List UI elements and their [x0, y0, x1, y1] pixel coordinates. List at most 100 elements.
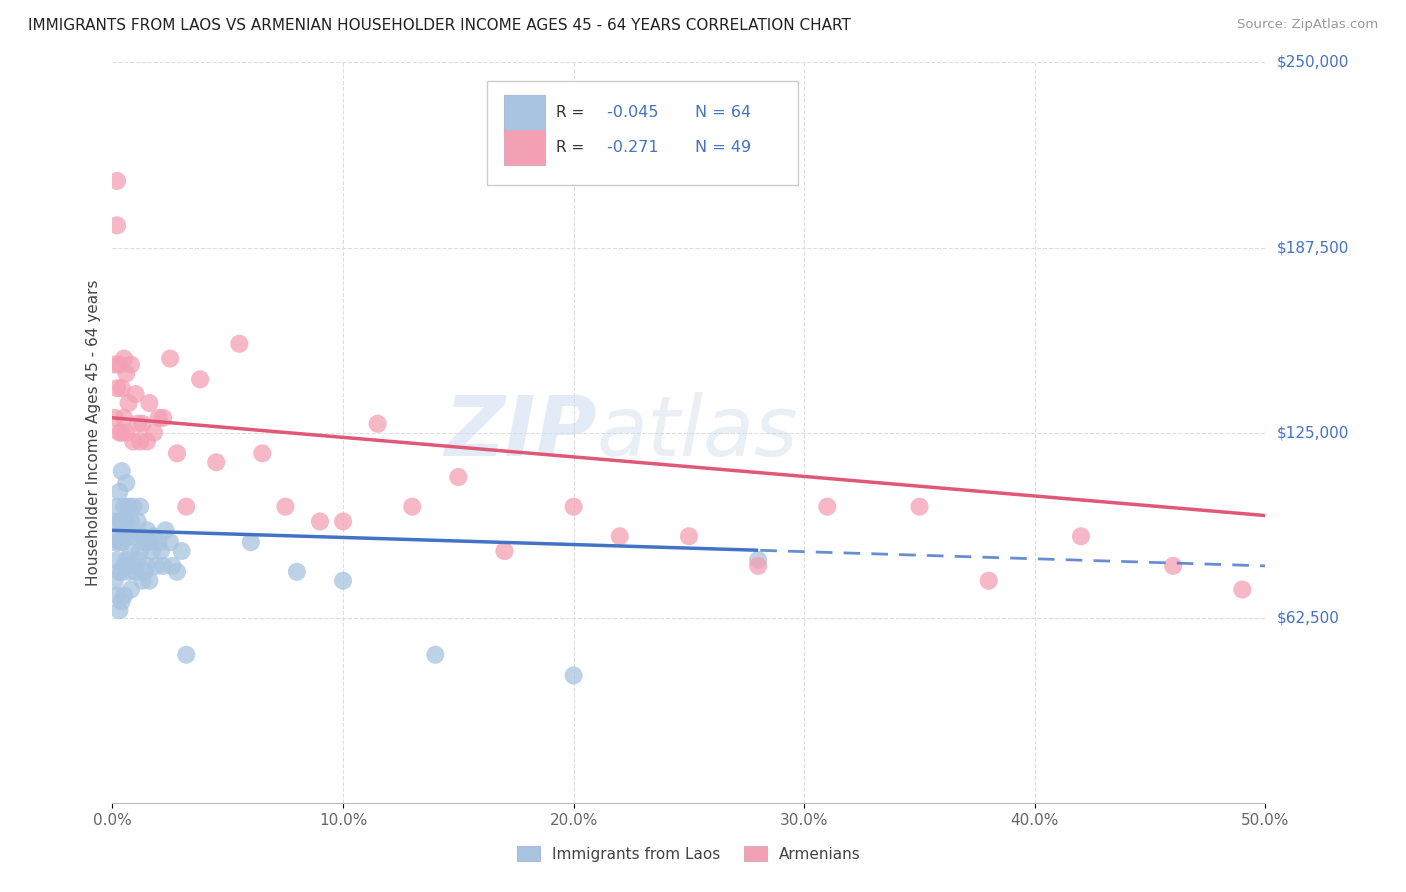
Point: [494, 544, 516, 558]
FancyBboxPatch shape: [505, 95, 546, 130]
Point: [111, 535, 134, 549]
Point: [188, 372, 211, 386]
Point: [228, 336, 250, 351]
Point: [285, 565, 308, 579]
Point: [401, 500, 423, 514]
Point: [112, 589, 135, 603]
Point: [112, 410, 135, 425]
Point: [815, 500, 838, 514]
Point: [252, 446, 274, 460]
Point: [120, 358, 142, 372]
Point: [115, 367, 138, 381]
Point: [309, 515, 332, 529]
Point: [104, 515, 127, 529]
Point: [131, 529, 153, 543]
Point: [117, 565, 139, 579]
Point: [108, 565, 131, 579]
Point: [332, 574, 354, 588]
Point: [1232, 582, 1254, 597]
Point: [129, 544, 152, 558]
Point: [108, 515, 131, 529]
Point: [138, 535, 160, 549]
Point: [1161, 558, 1184, 573]
Text: R =: R =: [557, 105, 589, 120]
Point: [105, 553, 128, 567]
Point: [131, 417, 153, 431]
Point: [112, 351, 135, 366]
Point: [166, 565, 188, 579]
Point: [105, 174, 128, 188]
Point: [747, 558, 769, 573]
Point: [120, 544, 142, 558]
Legend: Immigrants from Laos, Armenians: Immigrants from Laos, Armenians: [517, 846, 860, 862]
Point: [111, 565, 134, 579]
Point: [104, 410, 127, 425]
Point: [117, 529, 139, 543]
Text: $62,500: $62,500: [1277, 610, 1340, 625]
Point: [112, 529, 135, 543]
Point: [108, 484, 131, 499]
Point: [111, 381, 134, 395]
Point: [148, 410, 170, 425]
Point: [120, 582, 142, 597]
Point: [141, 544, 163, 558]
Point: [115, 475, 138, 490]
FancyBboxPatch shape: [505, 130, 546, 165]
Point: [115, 515, 138, 529]
Point: [174, 500, 197, 514]
Text: R =: R =: [557, 140, 589, 155]
Point: [112, 500, 135, 514]
Point: [124, 565, 146, 579]
Point: [170, 544, 193, 558]
Point: [115, 553, 138, 567]
Point: [127, 417, 149, 431]
Point: [127, 515, 149, 529]
Point: [115, 425, 138, 440]
Point: [136, 434, 159, 449]
Point: [159, 535, 181, 549]
Point: [117, 500, 139, 514]
Point: [239, 535, 262, 549]
Point: [747, 553, 769, 567]
Point: [108, 425, 131, 440]
Point: [143, 425, 166, 440]
Text: IMMIGRANTS FROM LAOS VS ARMENIAN HOUSEHOLDER INCOME AGES 45 - 64 YEARS CORRELATI: IMMIGRANTS FROM LAOS VS ARMENIAN HOUSEHO…: [28, 18, 851, 33]
Point: [149, 544, 172, 558]
Point: [104, 535, 127, 549]
Point: [124, 387, 146, 401]
Point: [138, 574, 160, 588]
Point: [111, 594, 134, 608]
Point: [127, 553, 149, 567]
Point: [111, 425, 134, 440]
Text: atlas: atlas: [596, 392, 799, 473]
Point: [155, 524, 177, 538]
FancyBboxPatch shape: [488, 81, 799, 185]
Point: [111, 464, 134, 478]
Point: [105, 529, 128, 543]
Point: [145, 558, 167, 573]
Point: [367, 417, 389, 431]
Point: [105, 219, 128, 233]
Point: [138, 396, 160, 410]
Point: [112, 558, 135, 573]
Text: $250,000: $250,000: [1277, 55, 1348, 70]
Point: [117, 396, 139, 410]
Point: [105, 500, 128, 514]
Point: [609, 529, 631, 543]
Point: [562, 668, 585, 682]
Point: [131, 574, 153, 588]
Point: [148, 535, 170, 549]
Y-axis label: Householder Income Ages 45 - 64 years: Householder Income Ages 45 - 64 years: [86, 279, 101, 586]
Point: [122, 434, 145, 449]
Point: [678, 529, 700, 543]
Point: [104, 574, 127, 588]
Point: [108, 535, 131, 549]
Point: [105, 589, 128, 603]
Point: [1070, 529, 1092, 543]
Point: [152, 410, 174, 425]
Point: [136, 524, 159, 538]
Point: [162, 558, 184, 573]
Point: [122, 500, 145, 514]
Point: [166, 446, 188, 460]
Text: Source: ZipAtlas.com: Source: ZipAtlas.com: [1237, 18, 1378, 31]
